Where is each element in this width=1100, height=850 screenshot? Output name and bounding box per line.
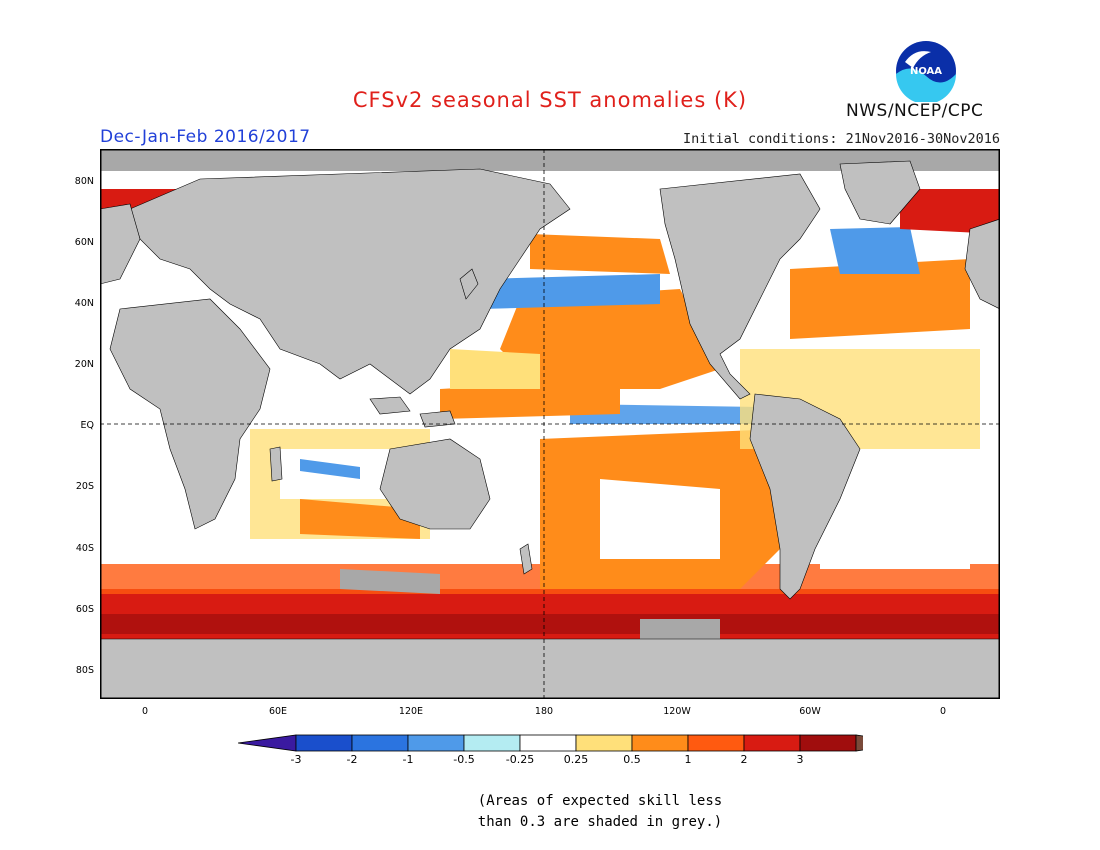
lat-label: 40S — [75, 543, 94, 554]
colorbar-swatch — [407, 734, 465, 752]
colorbar-tick-label: -0.25 — [505, 753, 535, 766]
land-antarctica — [100, 638, 1000, 699]
colorbar-tick-label: 3 — [796, 753, 804, 766]
land-europe-east-edge — [964, 218, 1000, 310]
land-new-guinea — [419, 410, 456, 428]
arctic-warm-east — [900, 189, 1000, 234]
lon-label: 0 — [939, 706, 947, 717]
grey-skill-area — [100, 149, 1000, 171]
initial-conditions-label: Initial conditions: 21Nov2016-30Nov2016 — [683, 131, 1000, 147]
colorbar-tick-label: 1 — [684, 753, 692, 766]
land-south-america — [749, 393, 861, 600]
colorbar-swatch — [575, 734, 633, 752]
land-madagascar — [269, 446, 283, 482]
colorbar-tick-label: -2 — [346, 753, 358, 766]
land-australia — [379, 438, 491, 530]
lon-label: 120E — [398, 706, 424, 717]
lon-label: 120W — [663, 706, 691, 717]
pacific-north-blue — [480, 274, 660, 309]
colorbar-swatch — [463, 734, 521, 752]
colorbar-right-arrow — [855, 734, 913, 752]
land-eurasia — [129, 168, 571, 395]
footnote-line-1: (Areas of expected skill less — [477, 793, 723, 809]
colorbar-tick-label: 0.25 — [563, 753, 589, 766]
land-western-europe — [100, 203, 141, 285]
colorbar-swatch — [743, 734, 801, 752]
map-border — [100, 149, 1000, 699]
indian-ocean-blue — [300, 459, 360, 479]
lat-label: 40N — [74, 298, 94, 309]
colorbar-tick-label: -1 — [402, 753, 414, 766]
north-atlantic-orange — [790, 259, 970, 339]
lat-label: EQ — [80, 420, 94, 431]
pacific-yellow — [450, 349, 540, 389]
noaa-logo: NOAA — [895, 40, 957, 104]
land-new-zealand — [519, 543, 533, 575]
page-title: CFSv2 seasonal SST anomalies (K) — [352, 88, 748, 112]
sst-anomaly-map — [100, 149, 1000, 699]
land-africa — [109, 298, 271, 530]
season-label: Dec-Jan-Feb 2016/2017 — [100, 127, 311, 147]
lon-label: 0 — [141, 706, 149, 717]
colorbar-swatch — [799, 734, 857, 752]
lat-label: 20N — [74, 359, 94, 370]
south-atlantic-white — [820, 479, 970, 569]
lon-label: 60E — [268, 706, 288, 717]
colorbar-left-arrow — [237, 734, 297, 752]
pacific-neutral-south — [600, 479, 720, 559]
lat-label: 80N — [74, 176, 94, 187]
lat-label: 60S — [75, 604, 94, 615]
lat-label: 20S — [75, 481, 94, 492]
colorbar-tick-label: 0.5 — [623, 753, 641, 766]
southern-ocean-dark — [100, 614, 1000, 634]
north-atlantic-blue — [830, 227, 920, 274]
colorbar-tick-label: -3 — [290, 753, 302, 766]
agency-label: NWS/NCEP/CPC — [846, 101, 984, 121]
colorbar-swatch — [519, 734, 577, 752]
pacific-north-orange — [530, 234, 670, 274]
land-north-america — [659, 173, 821, 400]
land-japan — [459, 268, 479, 300]
land-greenland — [839, 160, 921, 225]
colorbar-swatch — [351, 734, 409, 752]
pacific-warm-north — [500, 289, 720, 389]
colorbar-swatch — [687, 734, 745, 752]
colorbar-tick-label: -0.5 — [453, 753, 475, 766]
colorbar-tick-label: 2 — [740, 753, 748, 766]
lat-label: 80S — [75, 665, 94, 676]
logo-text: NOAA — [910, 66, 942, 77]
colorbar-swatch — [295, 734, 353, 752]
lon-label: 60W — [799, 706, 821, 717]
skill-footnote: (Areas of expected skill less than 0.3 a… — [400, 791, 800, 833]
lon-label: 180 — [534, 706, 554, 717]
land-indonesia — [369, 396, 411, 415]
colorbar — [237, 733, 913, 753]
indian-ocean-orange — [300, 499, 420, 539]
grey-skill-area-south-2 — [640, 619, 720, 639]
colorbar-swatch — [631, 734, 689, 752]
footnote-line-2: than 0.3 are shaded in grey.) — [477, 814, 723, 830]
grey-skill-area-south — [340, 569, 440, 594]
lat-label: 60N — [74, 237, 94, 248]
